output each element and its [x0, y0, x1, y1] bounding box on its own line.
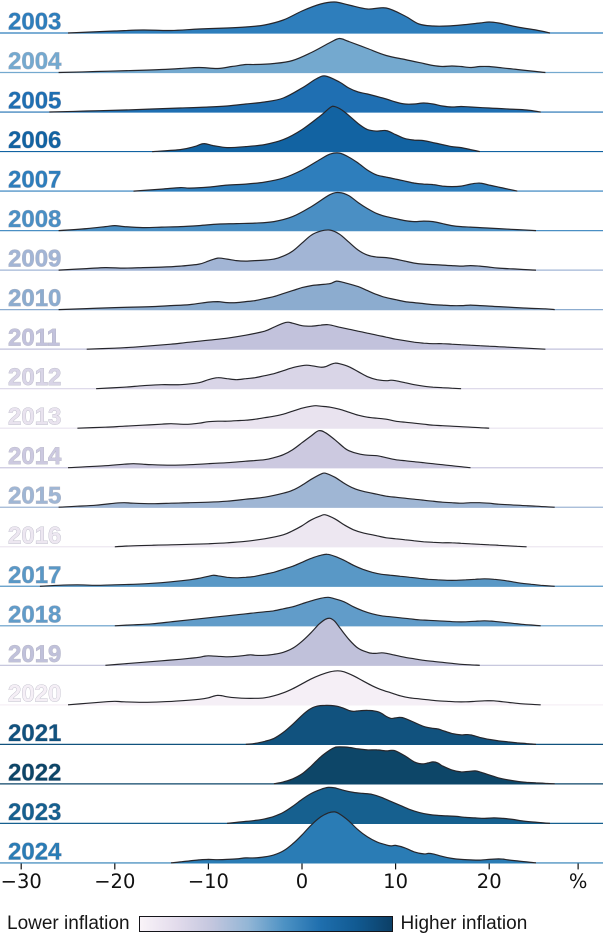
legend-label-lower: Lower inflation [7, 913, 130, 934]
density-outline-2018 [114, 596, 541, 627]
year-label-2014: 2014 [8, 443, 62, 470]
density-area-2024 [171, 811, 536, 863]
density-outline-2024 [170, 811, 537, 864]
density-outline-2013 [77, 405, 490, 429]
axis-tick-label-10: 10 [383, 870, 408, 893]
year-label-2021: 2021 [8, 720, 61, 747]
density-area-2022 [273, 746, 555, 784]
density-outline-2009 [58, 229, 537, 271]
colorbar-legend: Lower inflation Higher inflation [0, 911, 603, 937]
density-outline-2014 [67, 429, 471, 469]
year-label-2013: 2013 [8, 404, 61, 431]
density-outline-2012 [96, 362, 462, 390]
year-label-2004: 2004 [8, 48, 62, 75]
axis-tick-label-20: 20 [477, 870, 502, 893]
density-area-2006 [152, 106, 480, 152]
density-area-2010 [58, 281, 555, 310]
year-label-2010: 2010 [8, 285, 61, 312]
year-label-2018: 2018 [8, 601, 61, 628]
year-label-2019: 2019 [8, 641, 61, 668]
density-area-2018 [114, 597, 541, 626]
density-area-2020 [68, 670, 541, 705]
year-label-2007: 2007 [8, 167, 61, 194]
axis-tick-label-−30: −30 [1, 870, 42, 893]
density-outline-2016 [114, 514, 527, 548]
year-label-2022: 2022 [8, 759, 61, 786]
legend-label-higher: Higher inflation [400, 913, 528, 934]
density-area-2005 [49, 75, 541, 113]
year-label-2016: 2016 [8, 522, 61, 549]
density-area-2015 [58, 473, 555, 508]
density-outline-2019 [105, 617, 480, 666]
density-area-2008 [58, 192, 536, 231]
legend-gradient-bar [138, 916, 393, 932]
density-area-2016 [114, 514, 527, 547]
density-area-2007 [133, 152, 518, 192]
density-outline-2011 [86, 321, 546, 350]
density-area-2013 [77, 405, 490, 429]
density-outline-2015 [58, 472, 555, 508]
density-outline-2023 [227, 786, 551, 824]
density-outline-2017 [39, 553, 555, 587]
density-outline-2007 [133, 152, 518, 192]
year-label-2006: 2006 [8, 127, 61, 154]
density-outline-2020 [67, 670, 541, 706]
density-outline-2003 [67, 1, 551, 34]
year-label-2024: 2024 [8, 838, 62, 865]
density-outline-2008 [58, 191, 537, 232]
year-label-2011: 2011 [8, 325, 60, 352]
density-area-2011 [86, 322, 546, 350]
density-area-2003 [68, 1, 550, 34]
axis-tick-label-−10: −10 [188, 870, 229, 893]
year-label-2023: 2023 [8, 799, 61, 826]
density-area-2012 [96, 363, 462, 389]
year-label-2017: 2017 [8, 562, 61, 589]
year-label-2008: 2008 [8, 206, 61, 233]
year-label-2005: 2005 [8, 88, 61, 115]
axis-tick-label-%: % [569, 870, 588, 893]
year-label-2012: 2012 [8, 364, 61, 391]
year-label-2009: 2009 [8, 246, 61, 273]
year-label-2003: 2003 [8, 9, 61, 36]
density-area-2009 [58, 229, 536, 271]
year-label-2020: 2020 [8, 680, 61, 707]
year-label-2015: 2015 [8, 483, 61, 510]
density-outline-2021 [245, 704, 537, 745]
density-area-2014 [68, 430, 471, 468]
density-area-2023 [227, 787, 550, 824]
axis-tick-label-0: 0 [296, 870, 308, 893]
axis-tick-label-−20: −20 [94, 870, 135, 893]
density-outline-2006 [152, 105, 480, 153]
density-outline-2004 [58, 37, 546, 74]
density-area-2017 [39, 554, 555, 587]
density-outline-2005 [49, 75, 541, 113]
density-outline-2010 [58, 280, 555, 311]
density-outline-2022 [273, 746, 555, 785]
density-area-2021 [245, 705, 537, 745]
